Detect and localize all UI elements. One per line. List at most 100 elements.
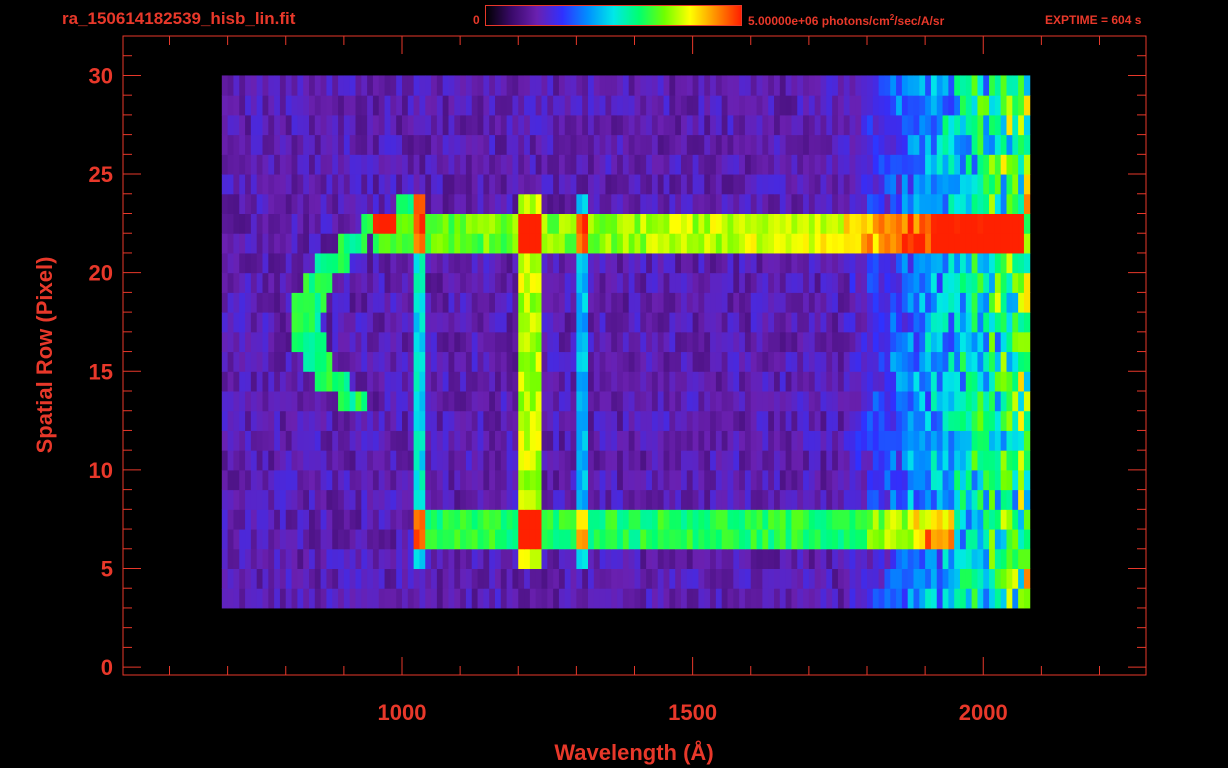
- heatmap-cell: [384, 450, 391, 471]
- heatmap-cell: [489, 193, 496, 214]
- heatmap-cell: [704, 75, 711, 96]
- heatmap-cell: [593, 410, 601, 431]
- heatmap-cell: [367, 154, 374, 175]
- heatmap-cell: [349, 252, 356, 274]
- heatmap-cell: [343, 529, 351, 550]
- heatmap-cell: [622, 430, 630, 451]
- heatmap-cell: [262, 391, 269, 412]
- heatmap-cell: [558, 430, 566, 451]
- heatmap-cell: [233, 134, 240, 155]
- heatmap-cell: [855, 154, 862, 175]
- heatmap-cell: [692, 75, 699, 96]
- heatmap-cell: [384, 134, 391, 155]
- heatmap-cell: [930, 213, 938, 234]
- heatmap-cell: [372, 292, 380, 313]
- heatmap-cell: [285, 95, 293, 116]
- heatmap-cell: [285, 193, 293, 214]
- heatmap-cell: [843, 588, 851, 609]
- heatmap-cell: [448, 588, 455, 609]
- heatmap-cell: [779, 134, 787, 155]
- heatmap-cell: [314, 252, 322, 274]
- heatmap-cell: [698, 252, 705, 274]
- heatmap-cell: [960, 351, 967, 372]
- heatmap-cell: [710, 371, 717, 392]
- heatmap-cell: [692, 588, 699, 609]
- heatmap-cell: [477, 95, 484, 116]
- heatmap-cell: [570, 410, 577, 431]
- heatmap-cell: [710, 529, 717, 550]
- heatmap-cell: [681, 371, 688, 392]
- heatmap-cell: [547, 75, 554, 96]
- heatmap-cell: [553, 75, 560, 96]
- heatmap-cell: [518, 529, 525, 550]
- heatmap-cell: [890, 75, 897, 96]
- heatmap-cell: [309, 391, 316, 412]
- heatmap-cell: [233, 174, 240, 195]
- heatmap-cell: [338, 75, 345, 96]
- heatmap-cell: [622, 410, 630, 431]
- heatmap-cell: [250, 154, 258, 175]
- heatmap-cell: [628, 588, 635, 609]
- heatmap-cell: [681, 272, 688, 293]
- heatmap-cell: [425, 75, 432, 96]
- heatmap-cell: [465, 272, 473, 293]
- heatmap-cell: [925, 154, 932, 175]
- heatmap-cell: [314, 154, 322, 175]
- heatmap-cell: [529, 529, 537, 550]
- heatmap-cell: [698, 351, 705, 372]
- heatmap-cell: [262, 469, 269, 491]
- heatmap-cell: [419, 509, 426, 530]
- heatmap-cell: [425, 529, 432, 550]
- heatmap-cell: [977, 213, 984, 234]
- heatmap-cell: [372, 272, 380, 293]
- heatmap-cell: [1000, 292, 1007, 313]
- heatmap-cell: [396, 489, 403, 510]
- heatmap-cell: [774, 469, 781, 491]
- heatmap-cell: [355, 489, 362, 510]
- heatmap-cell: [733, 154, 740, 175]
- heatmap-cell: [419, 391, 426, 412]
- heatmap-cell: [791, 95, 798, 116]
- heatmap-cell: [436, 114, 444, 136]
- heatmap-cell: [779, 391, 787, 412]
- heatmap-cell: [564, 548, 572, 569]
- heatmap-cell: [279, 331, 287, 353]
- heatmap-cell: [779, 371, 787, 392]
- heatmap-cell: [1018, 430, 1025, 451]
- heatmap-cell: [500, 548, 508, 569]
- heatmap-cell: [553, 134, 560, 155]
- heatmap-cell: [1012, 75, 1019, 96]
- heatmap-cell: [965, 292, 973, 313]
- heatmap-cell: [314, 588, 322, 609]
- heatmap-cell: [297, 469, 304, 491]
- heatmap-cell: [448, 75, 455, 96]
- heatmap-cell: [896, 430, 903, 451]
- heatmap-cell: [727, 391, 734, 412]
- heatmap-cell: [919, 233, 926, 254]
- heatmap-cell: [274, 509, 281, 530]
- heatmap-cell: [506, 391, 513, 412]
- heatmap-cell: [808, 75, 816, 96]
- heatmap-cell: [495, 410, 502, 431]
- heatmap-cell: [1006, 371, 1013, 392]
- heatmap-cell: [750, 292, 758, 313]
- heatmap-cell: [448, 331, 455, 353]
- heatmap-cell: [936, 252, 944, 274]
- heatmap-cell: [564, 469, 572, 491]
- heatmap-cell: [396, 252, 403, 274]
- heatmap-cell: [681, 509, 688, 530]
- heatmap-cell: [715, 114, 723, 136]
- heatmap-cell: [640, 331, 647, 353]
- heatmap-cell: [326, 588, 333, 609]
- heatmap-cell: [692, 509, 699, 530]
- heatmap-cell: [855, 410, 862, 431]
- heatmap-cell: [884, 371, 891, 392]
- heatmap-cell: [326, 75, 333, 96]
- heatmap-cell: [332, 509, 339, 530]
- heatmap-cell: [989, 588, 996, 609]
- heatmap-cell: [541, 489, 548, 510]
- heatmap-cell: [657, 351, 665, 372]
- heatmap-cell: [977, 509, 984, 530]
- heatmap-cell: [617, 489, 624, 510]
- heatmap-cell: [291, 134, 298, 155]
